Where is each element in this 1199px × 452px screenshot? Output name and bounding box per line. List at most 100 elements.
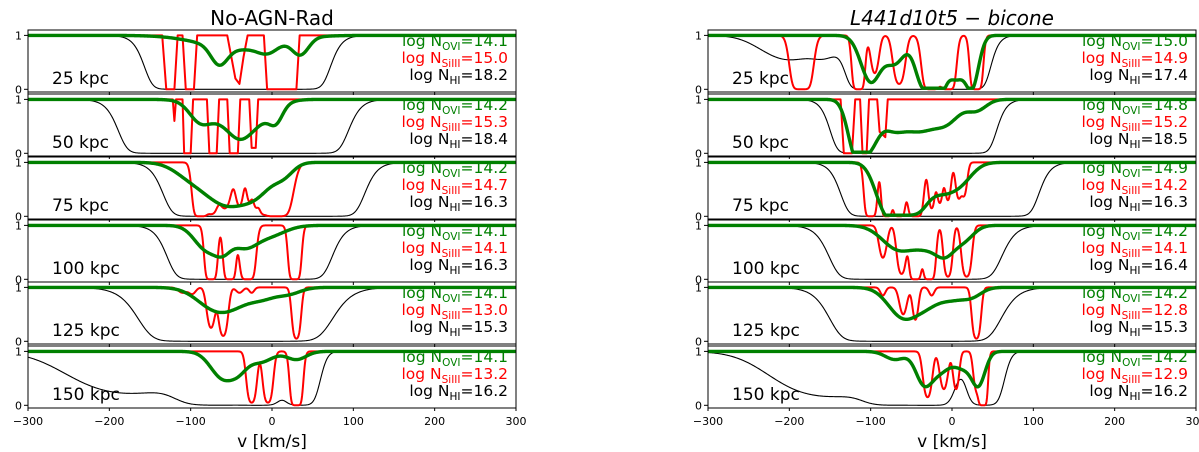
y-tick-label: 0 (15, 399, 22, 412)
x-tick-label: 0 (269, 415, 276, 428)
column-density-hi: log NHI=16.2 (1089, 382, 1188, 403)
y-tick-label: 0 (695, 83, 702, 96)
ovi-spectrum-line (28, 223, 516, 259)
x-tick-label: −100 (856, 415, 886, 428)
column-density-hi: log NHI=16.3 (409, 256, 508, 277)
column-density-ovi: log NOVI=14.1 (402, 348, 508, 369)
column-density-siiii: log NSiIII=14.2 (1081, 176, 1188, 197)
y-tick-label: 0 (15, 147, 22, 160)
chart-title: L441d10t5 − bicone (850, 6, 1054, 30)
y-tick-label: 1 (15, 29, 22, 42)
distance-label: 150 kpc (732, 385, 800, 405)
x-tick-label: −200 (774, 415, 804, 428)
distance-label: 125 kpc (732, 321, 800, 341)
ovi-spectrum-line (708, 223, 1196, 260)
column-density-siiii: log NSiIII=14.1 (1081, 239, 1188, 260)
chart-title: No-AGN-Rad (210, 6, 334, 30)
y-tick-label: 0 (15, 210, 22, 223)
y-tick-label: 1 (695, 156, 702, 169)
column-density-hi: log NHI=18.4 (409, 130, 508, 151)
x-tick-label: 200 (1104, 415, 1125, 428)
y-tick-label: 0 (695, 210, 702, 223)
y-tick-label: 0 (695, 335, 702, 348)
column-density-siiii: log NSiIII=13.0 (401, 301, 508, 322)
x-tick-label: 100 (1023, 415, 1044, 428)
ovi-spectrum-line (708, 33, 1196, 90)
distance-label: 75 kpc (732, 196, 789, 216)
y-tick-label: 1 (15, 345, 22, 358)
column-density-ovi: log NOVI=14.2 (1082, 222, 1188, 243)
column-density-hi: log NHI=15.3 (409, 318, 508, 339)
distance-label: 25 kpc (732, 69, 789, 89)
distance-label: 150 kpc (52, 385, 120, 405)
column-density-siiii: log NSiIII=15.0 (401, 49, 508, 70)
ovi-spectrum-line (28, 349, 516, 383)
ovi-spectrum-line (28, 33, 516, 67)
y-tick-label: 1 (15, 219, 22, 232)
y-tick-label: 1 (15, 93, 22, 106)
siiii-spectrum-line (28, 34, 516, 91)
column-density-siiii: log NSiIII=13.2 (401, 365, 508, 386)
ovi-spectrum-line (708, 160, 1196, 217)
distance-label: 100 kpc (732, 259, 800, 279)
ovi-spectrum-line (28, 97, 516, 142)
column-density-ovi: log NOVI=15.0 (1082, 32, 1188, 53)
distance-label: 25 kpc (52, 69, 109, 89)
y-tick-label: 1 (695, 29, 702, 42)
x-tick-label: 300 (1186, 415, 1199, 428)
column-density-hi: log NHI=18.5 (1089, 130, 1188, 151)
y-tick-label: 0 (15, 335, 22, 348)
column-density-ovi: log NOVI=14.2 (402, 96, 508, 117)
distance-label: 75 kpc (52, 196, 109, 216)
distance-label: 50 kpc (732, 133, 789, 153)
column-density-hi: log NHI=16.2 (409, 382, 508, 403)
x-axis-label: v [km/s] (917, 432, 987, 452)
column-density-siiii: log NSiIII=15.3 (401, 113, 508, 134)
column-density-siiii: log NSiIII=14.9 (1081, 49, 1188, 70)
y-tick-label: 1 (695, 345, 702, 358)
y-tick-label: 0 (695, 147, 702, 160)
ovi-spectrum-line (708, 349, 1196, 389)
y-tick-label: 1 (15, 156, 22, 169)
column-density-ovi: log NOVI=14.1 (402, 222, 508, 243)
y-tick-label: 1 (695, 93, 702, 106)
y-tick-label: 0 (695, 399, 702, 412)
column-density-siiii: log NSiIII=14.1 (401, 239, 508, 260)
column-density-ovi: log NOVI=14.9 (1082, 159, 1188, 180)
ovi-spectrum-line (708, 285, 1196, 322)
x-tick-label: −300 (13, 415, 43, 428)
y-tick-label: 0 (15, 83, 22, 96)
column-density-hi: log NHI=17.4 (1089, 66, 1188, 87)
y-tick-label: 1 (695, 219, 702, 232)
x-tick-label: −300 (693, 415, 723, 428)
column-density-ovi: log NOVI=14.2 (402, 159, 508, 180)
column-density-siiii: log NSiIII=12.8 (1081, 301, 1188, 322)
y-tick-label: 0 (695, 273, 702, 286)
x-tick-label: −200 (94, 415, 124, 428)
ovi-spectrum-line (708, 97, 1196, 154)
column-density-hi: log NHI=16.4 (1089, 256, 1188, 277)
ovi-spectrum-line (28, 285, 516, 315)
x-tick-label: 200 (424, 415, 445, 428)
column-density-ovi: log NOVI=14.1 (402, 284, 508, 305)
column-density-ovi: log NOVI=14.8 (1082, 96, 1188, 117)
ovi-spectrum-line (28, 160, 516, 209)
column-density-ovi: log NOVI=14.2 (1082, 284, 1188, 305)
x-tick-label: −100 (176, 415, 206, 428)
x-tick-label: 100 (343, 415, 364, 428)
column-density-hi: log NHI=15.3 (1089, 318, 1188, 339)
